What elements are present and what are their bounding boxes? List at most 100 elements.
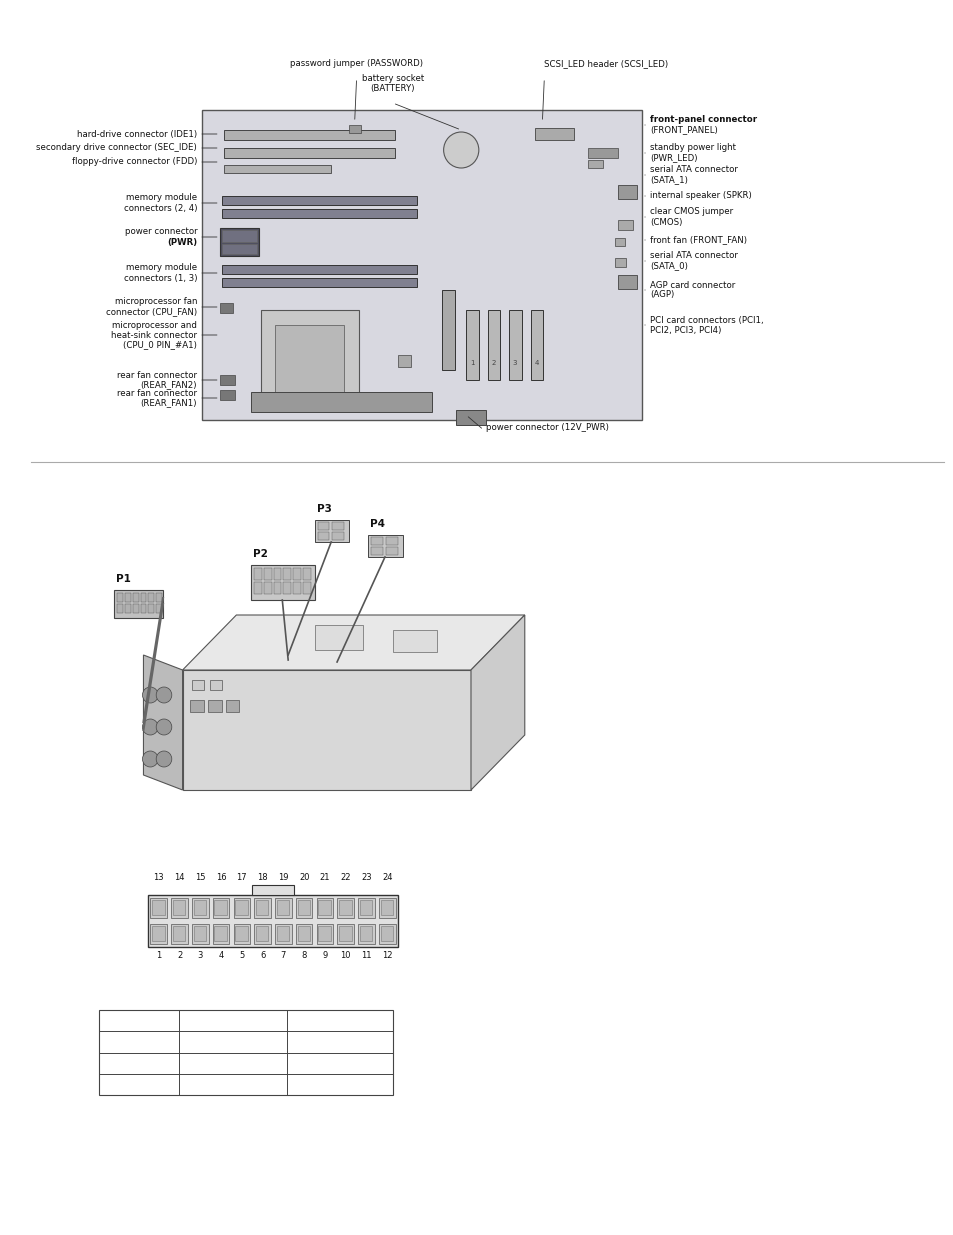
Text: AGP card connector: AGP card connector (649, 280, 735, 289)
Circle shape (156, 719, 172, 735)
Bar (275, 325, 343, 395)
Bar (380, 899, 393, 915)
Text: (CPU_0 PIN_#A1): (CPU_0 PIN_#A1) (123, 341, 197, 350)
Bar (182, 671, 471, 790)
Text: 3: 3 (197, 951, 203, 960)
Bar (378, 924, 395, 945)
Text: 22: 22 (340, 873, 351, 882)
Bar (114, 590, 163, 618)
Circle shape (142, 687, 158, 703)
Bar (263, 582, 272, 594)
Text: 23: 23 (361, 873, 372, 882)
Text: 8: 8 (301, 951, 307, 960)
Bar (359, 926, 372, 941)
Text: 20: 20 (298, 873, 309, 882)
Bar (260, 310, 358, 410)
Bar (297, 926, 310, 941)
Text: memory module: memory module (126, 263, 197, 273)
Text: 5: 5 (239, 951, 244, 960)
Text: PCI card connectors (PCI1,: PCI card connectors (PCI1, (649, 315, 762, 325)
Polygon shape (182, 615, 524, 671)
Bar (233, 924, 250, 945)
Bar (125, 604, 131, 613)
Bar (316, 898, 333, 919)
Bar (317, 532, 329, 540)
Bar (349, 125, 360, 133)
Text: SCSI_LED header (SCSI_LED): SCSI_LED header (SCSI_LED) (544, 59, 668, 68)
Bar (99, 1010, 393, 1095)
Bar (132, 604, 138, 613)
Bar (223, 130, 395, 140)
Bar (221, 266, 416, 274)
Bar (274, 582, 281, 594)
Text: 4: 4 (218, 951, 223, 960)
Bar (263, 568, 272, 580)
Text: P1: P1 (116, 574, 131, 584)
Bar (337, 924, 354, 945)
Bar (192, 924, 209, 945)
Bar (221, 209, 416, 219)
Bar (193, 899, 206, 915)
Bar (255, 926, 268, 941)
Polygon shape (143, 655, 182, 790)
Bar (219, 228, 258, 256)
Text: password jumper (PASSWORD): password jumper (PASSWORD) (290, 59, 423, 68)
Text: power connector: power connector (125, 227, 197, 236)
Bar (210, 680, 221, 690)
Text: floppy-drive connector (FDD): floppy-drive connector (FDD) (71, 158, 197, 167)
Text: (SATA_1): (SATA_1) (649, 175, 687, 184)
Text: 21: 21 (319, 873, 330, 882)
Text: front fan (FRONT_FAN): front fan (FRONT_FAN) (649, 236, 746, 245)
Bar (219, 303, 233, 312)
Text: 6: 6 (259, 951, 265, 960)
Bar (255, 899, 268, 915)
Bar (254, 898, 271, 919)
Text: 24: 24 (381, 873, 392, 882)
Text: 10: 10 (340, 951, 351, 960)
Bar (359, 899, 372, 915)
Bar (283, 582, 291, 594)
Text: (REAR_FAN2): (REAR_FAN2) (141, 380, 197, 389)
Text: P2: P2 (253, 550, 268, 559)
Bar (357, 898, 375, 919)
Bar (378, 898, 395, 919)
Bar (371, 537, 382, 545)
Bar (316, 924, 333, 945)
Bar (223, 148, 395, 158)
Text: (FRONT_PANEL): (FRONT_PANEL) (649, 126, 717, 135)
Bar (251, 564, 314, 600)
Bar (295, 924, 313, 945)
Text: 19: 19 (278, 873, 289, 882)
Text: (AGP): (AGP) (649, 290, 674, 300)
Bar (219, 375, 235, 385)
Bar (117, 604, 123, 613)
Bar (332, 522, 343, 530)
Text: (REAR_FAN1): (REAR_FAN1) (141, 399, 197, 408)
Bar (171, 898, 188, 919)
Bar (293, 568, 300, 580)
Bar (297, 899, 310, 915)
Text: power connector (12V_PWR): power connector (12V_PWR) (485, 424, 608, 432)
Bar (149, 593, 154, 601)
Text: microprocessor fan: microprocessor fan (114, 298, 197, 306)
Bar (140, 593, 146, 601)
Text: (PWR_LED): (PWR_LED) (649, 153, 697, 163)
Bar (530, 310, 543, 380)
Bar (214, 899, 227, 915)
Bar (132, 593, 138, 601)
Text: 13: 13 (153, 873, 164, 882)
Bar (208, 700, 221, 713)
Bar (393, 630, 436, 652)
Bar (276, 926, 289, 941)
Text: 14: 14 (174, 873, 185, 882)
Text: secondary drive connector (SEC_IDE): secondary drive connector (SEC_IDE) (36, 143, 197, 152)
Bar (221, 278, 416, 287)
Bar (276, 899, 289, 915)
Text: P4: P4 (370, 519, 385, 529)
Bar (380, 926, 393, 941)
Text: battery socket: battery socket (361, 74, 423, 83)
Polygon shape (471, 615, 524, 790)
Text: serial ATA connector: serial ATA connector (649, 252, 737, 261)
Bar (295, 898, 313, 919)
Bar (151, 924, 167, 945)
